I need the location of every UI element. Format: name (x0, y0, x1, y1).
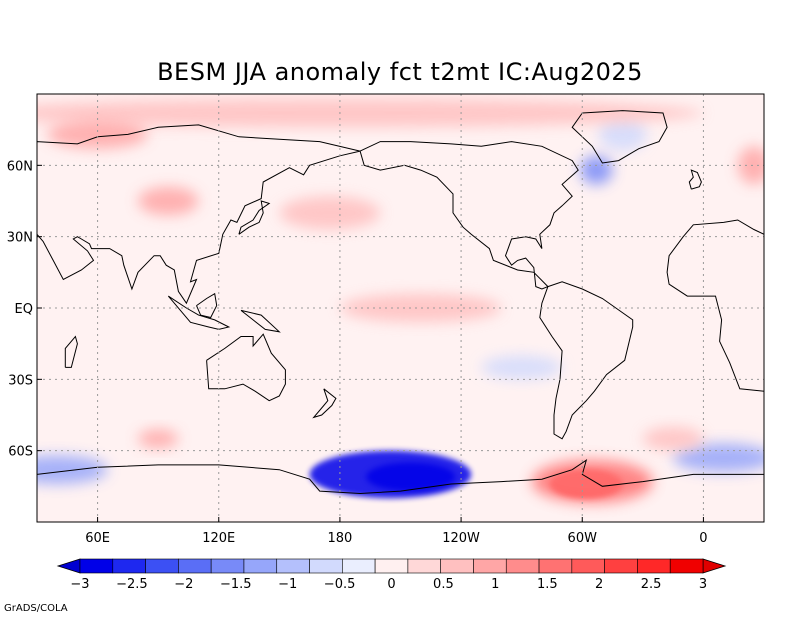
coastlines (37, 110, 764, 495)
gridlines (37, 94, 764, 522)
colorbar-swatch (112, 558, 146, 574)
colorbar: −3 −2.5 −2 −1.5 −1 −0.5 0 0.5 1 1.5 2 2.5 3 (56, 558, 727, 592)
colorbar-label: 1.5 (537, 577, 558, 592)
lat-label: EQ (15, 302, 33, 317)
anomaly-south-atlantic-warm (642, 426, 704, 451)
coast-greenland (571, 110, 668, 164)
anomaly-s-indian-warm (137, 429, 179, 449)
anomaly-ross-sea-cold-core (366, 462, 456, 492)
colorbar-label: −1 (278, 577, 297, 592)
lon-label: 0 (699, 531, 707, 546)
colorbar-right-arrow (702, 558, 727, 574)
colorbar-label: 0 (387, 577, 395, 592)
anomaly-greenland-cold (598, 117, 647, 152)
coast-madagascar (64, 335, 78, 368)
coast-indonesia (167, 295, 231, 330)
credit-label: GrADS/COLA (4, 603, 68, 614)
lat-label: 30N (7, 231, 33, 246)
lat-label: 60S (8, 445, 33, 460)
coast-south-america (539, 281, 634, 440)
anomaly-south-pacific-cool (481, 355, 563, 380)
lat-label: 30S (8, 373, 33, 388)
colorbar-swatch (145, 558, 179, 574)
longitude-labels: 60E 120E 180 120W 60W 0 (85, 517, 708, 546)
anomaly-field (37, 98, 764, 503)
anomaly-barents-warm (47, 120, 149, 149)
colorbar-swatch (473, 558, 507, 574)
lon-label: 60E (85, 531, 110, 546)
colorbar-label: −3 (70, 577, 89, 592)
coast-borneo (196, 292, 218, 319)
colorbar-swatch (571, 558, 605, 574)
colorbar-swatch (407, 558, 441, 574)
colorbar-swatch (440, 558, 474, 574)
coast-uk (688, 169, 702, 190)
colorbar-swatch (374, 558, 409, 574)
colorbar-label: 2.5 (641, 577, 662, 592)
colorbar-swatch (276, 558, 310, 574)
colorbar-swatch (538, 558, 573, 574)
colorbar-label: 3 (699, 577, 707, 592)
latitude-labels: 60N 30N EQ 30S 60S (7, 159, 42, 460)
colorbar-label: −0.5 (324, 577, 356, 592)
colorbar-label: 0.5 (433, 577, 454, 592)
colorbar-label: −2 (174, 577, 193, 592)
colorbar-swatch (178, 558, 212, 574)
coast-africa (666, 219, 764, 392)
colorbar-swatch (604, 558, 638, 574)
colorbar-swatch (637, 558, 671, 574)
anomaly-southern-ocean-cold-west (37, 455, 108, 484)
colorbar-label: −2.5 (116, 577, 148, 592)
anomaly-north-pacific-warm (279, 196, 381, 230)
coast-north-america (359, 141, 579, 290)
anomaly-antarctic-peninsula-warm-halo (531, 460, 653, 503)
colorbar-left-arrow (56, 558, 81, 574)
colorbar-swatch (79, 558, 114, 574)
colorbar-swatch (210, 558, 245, 574)
colorbar-swatch (309, 558, 343, 574)
anomaly-europe-warm (737, 146, 764, 185)
colorbar-swatch (342, 558, 376, 574)
coast-japan (238, 200, 271, 235)
coast-australia (206, 333, 286, 402)
colorbar-swatch (505, 558, 540, 574)
coast-new-zealand (312, 388, 337, 419)
coast-antarctica (37, 459, 764, 495)
lat-label: 60N (7, 159, 33, 174)
colorbar-label: 1 (491, 577, 499, 592)
colorbar-label: 2 (595, 577, 603, 592)
colorbar-swatch (243, 558, 278, 574)
lon-label: 120E (202, 531, 235, 546)
anomaly-equatorial-pacific-warm (339, 293, 502, 323)
anomaly-southern-ocean-cold-east (673, 443, 764, 473)
colorbar-label: −1.5 (220, 577, 252, 592)
coast-eurasia (37, 124, 361, 305)
page-title: BESM JJA anomaly fct t2mt IC:Aug2025 (157, 58, 643, 86)
coast-new-guinea (240, 309, 281, 333)
anomaly-labrador-cold (580, 155, 613, 185)
lon-label: 60W (568, 531, 598, 546)
anomaly-mongolia-warm (137, 186, 199, 216)
plot-area (37, 94, 764, 522)
anomaly-arctic-warm (37, 98, 704, 128)
lon-label: 120W (442, 531, 480, 546)
colorbar-swatch (669, 558, 704, 574)
lon-label: 180 (328, 531, 353, 546)
